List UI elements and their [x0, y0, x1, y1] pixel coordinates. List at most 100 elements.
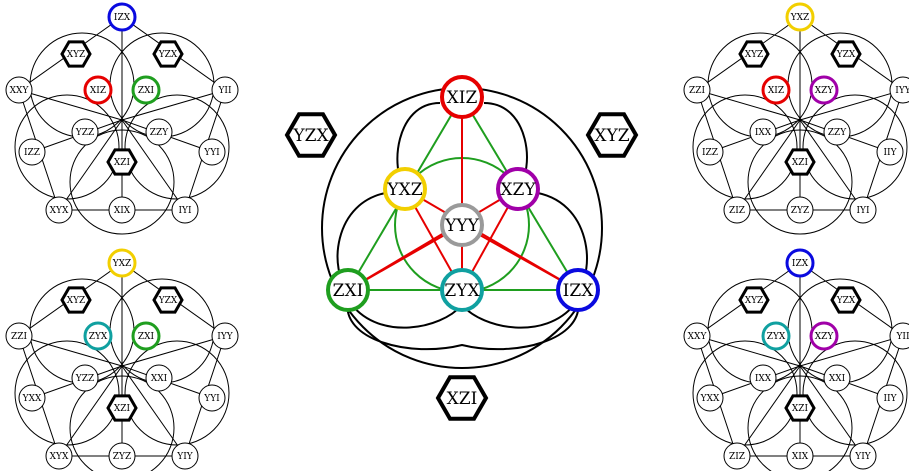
- node-iiy-label: IIY: [883, 394, 897, 404]
- node-zxi: [131, 321, 161, 351]
- hexagon-xzi: [435, 375, 489, 421]
- node-iyy-label: IYY: [217, 332, 233, 342]
- node-xiz: [83, 75, 113, 105]
- node-yiy-label: YIY: [854, 452, 871, 462]
- node-zyx-label: ZYX: [89, 332, 108, 342]
- hexagon-label-xzi: XZI: [792, 404, 809, 414]
- hexagon-label-xzi: XZI: [114, 158, 131, 168]
- node-zyz: [108, 442, 136, 470]
- hexagon-label-xyz: XYZ: [745, 296, 764, 306]
- node-izx: [556, 268, 600, 312]
- node-izx: [785, 248, 815, 278]
- node-xix-label: XIX: [792, 452, 809, 462]
- node-izz: [18, 138, 46, 166]
- hexagon-xzi: [784, 148, 816, 176]
- arc-circle: [69, 375, 175, 476]
- node-iyy: [211, 322, 239, 350]
- node-yyy: [440, 203, 484, 247]
- arc-circle: [747, 375, 853, 476]
- node-yxz: [383, 167, 427, 211]
- node-xxi-label: XXI: [151, 374, 168, 384]
- node-xix: [108, 196, 136, 224]
- node-xyx-label: XYX: [50, 206, 69, 216]
- hexagon-xzi: [106, 394, 138, 422]
- node-zzy-label: ZZY: [150, 128, 170, 138]
- node-zzi-label: ZZI: [689, 86, 706, 96]
- node-yii: [211, 76, 239, 104]
- spoke: [58, 119, 123, 211]
- node-xiz: [440, 75, 484, 119]
- node-zxi-label: ZXI: [138, 332, 155, 342]
- node-yzz: [71, 118, 99, 146]
- node-xxi-label: XXI: [829, 374, 846, 384]
- hexagon-yzx: [830, 286, 862, 314]
- node-label-yyy: YYY: [444, 216, 479, 236]
- node-label-xiz: XIZ: [447, 88, 478, 108]
- panel-bottom-left: YXZ ZZI IYY YXX YYI XYX ZYZ YIY YZZ XXI ZYX ZXI XYZ Y…: [5, 248, 239, 476]
- spoke: [736, 119, 801, 211]
- spoke: [121, 119, 186, 211]
- arc-circle: [747, 129, 853, 235]
- node-xyx: [45, 442, 73, 470]
- node-iyi-label: IYI: [178, 206, 191, 216]
- node-yiy: [171, 442, 199, 470]
- arc-circle: [124, 340, 230, 446]
- node-label-xzy: XZY: [500, 180, 536, 200]
- hexagon-xyz: [738, 286, 770, 314]
- hexagon-label-xzi: XZI: [447, 389, 478, 409]
- node-ziz: [723, 196, 751, 224]
- arc-circle: [802, 340, 908, 446]
- node-ixx-label: IXX: [755, 128, 772, 138]
- node-zzy: [823, 118, 851, 146]
- node-zyx: [440, 268, 484, 312]
- panel-top-left: IZX XXY YII IZZ YYI XYX XIX IYI YZZ ZZY XIZ ZXI XYZ Y…: [5, 2, 239, 235]
- arc-circle: [802, 94, 908, 200]
- black-arc: [461, 304, 575, 329]
- node-yxx: [696, 384, 724, 412]
- node-iyy-label: IYY: [895, 86, 909, 96]
- node-yzz-label: YZZ: [75, 374, 94, 384]
- node-izx-label: IZX: [114, 13, 131, 23]
- node-yyi-label: YYI: [203, 148, 220, 158]
- node-label-zxi: ZXI: [333, 281, 364, 301]
- node-yxz-label: YXZ: [112, 259, 132, 269]
- arc-circle: [692, 94, 798, 200]
- node-iyi: [849, 196, 877, 224]
- node-iiy: [876, 384, 904, 412]
- node-xxi: [145, 364, 173, 392]
- node-zyz: [786, 196, 814, 224]
- node-zxi: [326, 268, 370, 312]
- node-xxy: [683, 322, 711, 350]
- node-izz-label: IZZ: [702, 148, 718, 158]
- node-zzi: [683, 76, 711, 104]
- spoke: [799, 365, 864, 457]
- spoke: [121, 89, 226, 121]
- node-yxz: [785, 2, 815, 32]
- hexagon-xyz: [585, 112, 639, 158]
- spoke: [58, 365, 123, 457]
- node-iiy: [876, 138, 904, 166]
- spoke: [799, 335, 904, 367]
- node-zzy-label: ZZY: [828, 128, 848, 138]
- node-izz: [696, 138, 724, 166]
- node-zxi-label: ZXI: [138, 86, 155, 96]
- red-edge: [347, 188, 519, 291]
- node-izx-label: IZX: [792, 259, 809, 269]
- node-yiy: [849, 442, 877, 470]
- hexagon-xyz: [738, 40, 770, 68]
- node-xxy-label: XXY: [688, 332, 708, 342]
- node-iyi-label: IYI: [856, 206, 869, 216]
- node-yxx-label: YXX: [700, 394, 720, 404]
- spoke: [121, 335, 226, 367]
- node-yiy-label: YIY: [176, 452, 193, 462]
- node-iyy: [889, 76, 909, 104]
- node-yyi: [198, 138, 226, 166]
- node-yxz-label: YXZ: [790, 13, 810, 23]
- hexagon-label-yzx: YZX: [158, 296, 178, 306]
- hexagon-label-xyz: XYZ: [594, 126, 629, 146]
- hexagon-label-xyz: XYZ: [67, 50, 86, 60]
- node-yii-label: YII: [217, 86, 231, 96]
- hexagon-yzx: [152, 40, 184, 68]
- node-zxi: [131, 75, 161, 105]
